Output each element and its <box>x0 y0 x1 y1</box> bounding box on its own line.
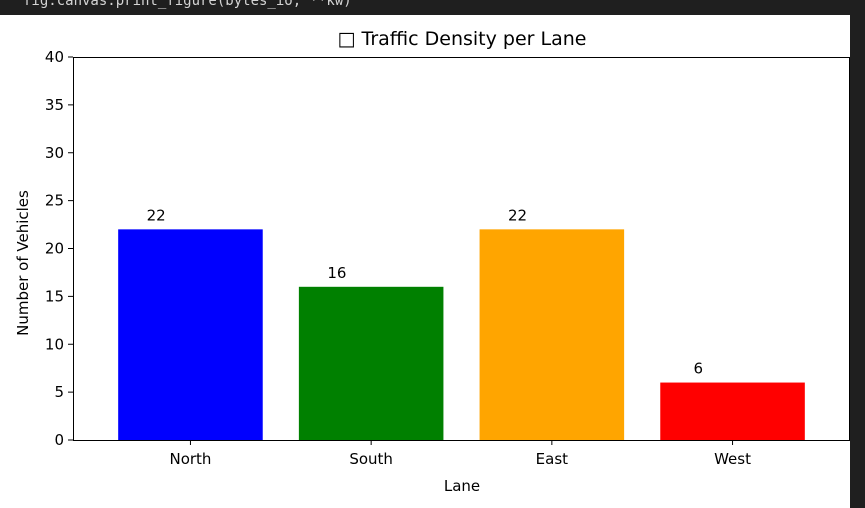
bar-east <box>479 229 625 440</box>
code-output-strip: fig.canvas.print_figure(bytes_io, **kw) <box>0 0 865 15</box>
y-tick-label-25: 25 <box>45 192 64 210</box>
bar-west <box>660 382 805 440</box>
x-axis-title: Lane <box>444 477 480 495</box>
chart-figure: □ Traffic Density per Lane 22 North 16 Sout… <box>0 15 850 508</box>
y-tick-label-10: 10 <box>45 335 64 353</box>
y-tick-label-30: 30 <box>45 144 64 162</box>
y-axis-title: Number of Vehicles <box>14 190 32 336</box>
data-label-east: 22 <box>508 206 527 224</box>
x-tick-label-south: South <box>349 450 393 468</box>
bar-chart: □ Traffic Density per Lane 22 North 16 Sout… <box>14 28 850 495</box>
code-line: fig.canvas.print_figure(bytes_io, **kw) <box>23 0 352 9</box>
x-tick-label-west: West <box>714 450 751 468</box>
y-tick-label-0: 0 <box>54 431 64 449</box>
bar-north <box>118 229 263 440</box>
plot-area: 22 North 16 South 22 East 6 West 0 5 10 15 20 25 30 35 4… <box>45 48 850 468</box>
bar-south <box>298 286 444 440</box>
data-label-west: 6 <box>693 360 703 378</box>
data-label-south: 16 <box>327 264 346 282</box>
y-tick-label-20: 20 <box>45 240 64 258</box>
data-label-north: 22 <box>147 206 166 224</box>
x-tick-label-north: North <box>169 450 211 468</box>
scroll-gutter <box>850 15 865 508</box>
plot-frame <box>73 57 850 441</box>
chart-title: □ Traffic Density per Lane <box>338 28 587 50</box>
y-tick-label-35: 35 <box>45 96 64 114</box>
y-tick-label-40: 40 <box>45 48 64 66</box>
x-tick-label-east: East <box>536 450 568 468</box>
y-tick-label-15: 15 <box>45 287 64 305</box>
y-tick-label-5: 5 <box>54 383 64 401</box>
